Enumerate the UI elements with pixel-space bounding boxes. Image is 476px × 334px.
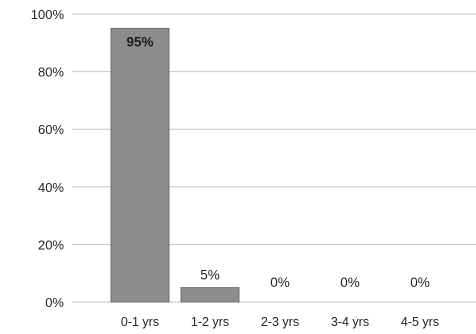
bar [110, 27, 170, 303]
data-label: 5% [200, 268, 220, 283]
x-tick-label: 2-3 yrs [261, 315, 299, 329]
y-tick-label: 40% [38, 180, 64, 195]
y-tick-label: 80% [38, 65, 64, 80]
data-labels: 95% 5% 0% 0% 0% [126, 34, 429, 290]
data-label: 95% [126, 34, 153, 49]
x-tick-label: 4-5 yrs [401, 315, 439, 329]
x-tick-label: 0-1 yrs [121, 315, 159, 329]
y-tick-label: 100% [31, 7, 65, 22]
data-label: 0% [410, 275, 430, 290]
x-axis-tick-labels: 0-1 yrs 1-2 yrs 2-3 yrs 3-4 yrs 4-5 yrs [121, 315, 439, 329]
y-axis-tick-labels: 0% 20% 40% 60% 80% 100% [31, 7, 65, 310]
y-tick-label: 0% [45, 295, 64, 310]
y-tick-label: 60% [38, 122, 64, 137]
data-label: 0% [340, 275, 360, 290]
x-tick-label: 3-4 yrs [331, 315, 369, 329]
bar [180, 287, 240, 303]
y-tick-label: 20% [38, 237, 64, 252]
bars [110, 27, 240, 303]
x-tick-label: 1-2 yrs [191, 315, 229, 329]
data-label: 0% [270, 275, 290, 290]
